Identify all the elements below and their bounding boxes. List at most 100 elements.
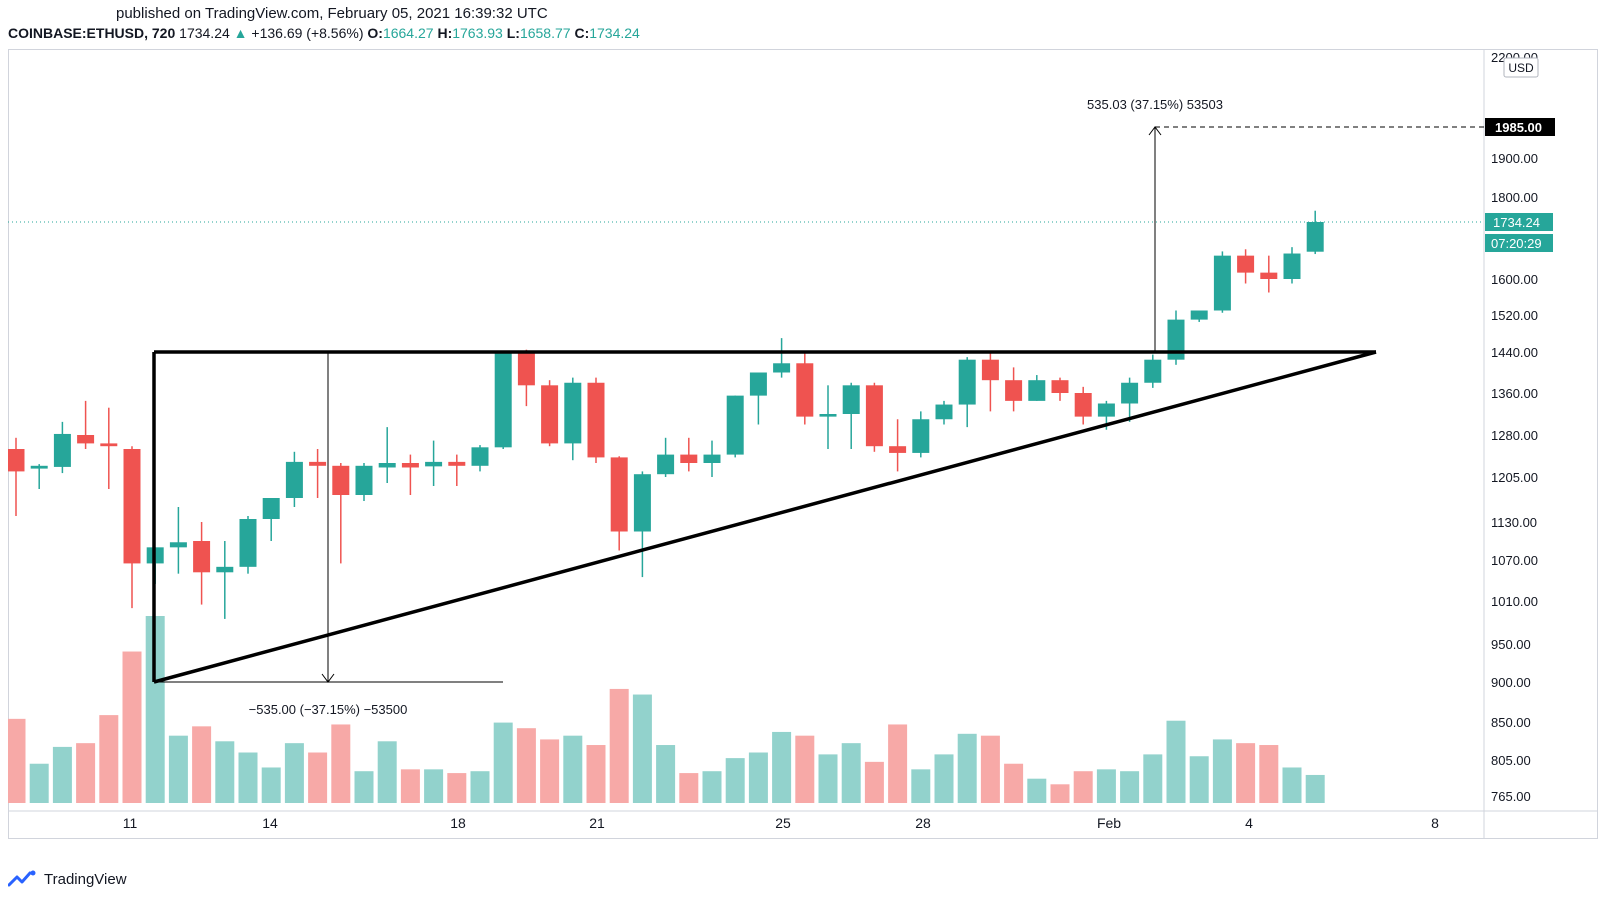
- candle-body: [819, 414, 837, 417]
- candle-body: [7, 449, 25, 472]
- candle-body: [378, 463, 396, 468]
- candle-body: [610, 457, 628, 532]
- volume-bar: [354, 771, 374, 803]
- price-tick-label: 1600.00: [1491, 272, 1538, 287]
- volume-bar: [725, 758, 745, 803]
- currency-label: USD: [1508, 61, 1534, 75]
- last-price-tag: 1734.24: [1493, 215, 1540, 230]
- candle-body: [657, 454, 675, 475]
- candle-body: [1028, 380, 1046, 401]
- candle-body: [633, 474, 651, 532]
- volume-bar: [261, 767, 281, 803]
- candle-body: [981, 359, 999, 381]
- support-trendline: [153, 350, 1377, 684]
- volume-bar: [424, 769, 444, 803]
- volume-bar: [168, 735, 188, 803]
- price-tick-label: 900.00: [1491, 675, 1531, 690]
- volume-bar: [911, 769, 931, 803]
- candle-body: [1005, 380, 1023, 401]
- price-tick-label: 1800.00: [1491, 190, 1538, 205]
- candle-body: [1237, 255, 1255, 273]
- currency-badge[interactable]: [1503, 57, 1539, 78]
- candle-body: [1283, 253, 1301, 279]
- symbol-header: COINBASE:ETHUSD, 720 1734.24 ▲ +136.69 (…: [8, 25, 640, 41]
- time-axis[interactable]: 11 14 18 21 25 28 Feb 4 8: [123, 815, 1439, 831]
- volume-bar: [679, 773, 699, 803]
- candle-body: [332, 465, 350, 495]
- candle-body: [471, 447, 489, 466]
- volume-bar: [1027, 778, 1047, 803]
- last-price: 1734.24: [179, 25, 230, 41]
- candle-body: [703, 454, 721, 463]
- candle-body: [309, 461, 327, 466]
- candle-body: [285, 461, 303, 498]
- price-axis[interactable]: 2200.001900.001800.001600.001520.001440.…: [1485, 50, 1555, 804]
- target-price-label: 1985.00: [1495, 120, 1542, 135]
- close-label: C:: [574, 25, 590, 41]
- candle-body: [239, 519, 257, 567]
- candle-body: [680, 454, 698, 463]
- open-value: 1664.27: [382, 25, 434, 41]
- volume-bar: [122, 651, 142, 803]
- low-label: L:: [506, 25, 520, 41]
- candle-body: [958, 359, 976, 405]
- volume-bar: [1189, 756, 1209, 803]
- price-tick-label: 1900.00: [1491, 151, 1538, 166]
- price-tick-label: 1130.00: [1491, 515, 1537, 530]
- brand-name: TradingView: [44, 870, 127, 888]
- lower-measure-label: −535.00 (−37.15%) −53500: [249, 702, 408, 717]
- symbol-name[interactable]: COINBASE:ETHUSD, 720: [8, 25, 176, 41]
- time-tick-label: 28: [915, 815, 931, 831]
- volume-bar: [1120, 771, 1140, 803]
- volume-bar: [540, 739, 560, 803]
- candle-body: [1213, 255, 1231, 311]
- candle-body: [773, 363, 791, 373]
- volume-bar: [6, 718, 26, 803]
- price-tick-label: 1520.00: [1491, 308, 1538, 323]
- price-tick-label: 1360.00: [1491, 386, 1538, 401]
- volume-bar: [99, 715, 119, 803]
- candle-body: [401, 463, 419, 468]
- upper-measure-label: 535.03 (37.15%) 53503: [1087, 97, 1223, 112]
- time-tick-label: 8: [1431, 815, 1439, 831]
- volume-bar: [1166, 720, 1186, 803]
- volume-bar: [331, 724, 351, 803]
- volume-bar: [841, 743, 861, 803]
- price-tick-label: 1280.00: [1491, 428, 1538, 443]
- open-label: O:: [367, 25, 383, 41]
- volume-bar: [284, 743, 304, 803]
- volume-bar: [888, 724, 908, 803]
- price-chart[interactable]: −535.00 (−37.15%) −53500 535.03 (37.15%) …: [6, 49, 1598, 839]
- low-value: 1658.77: [519, 25, 571, 41]
- high-value: 1763.93: [452, 25, 503, 41]
- candle-body: [912, 419, 930, 453]
- volume-bar: [377, 741, 397, 803]
- candle-body: [448, 461, 466, 466]
- candle-body: [494, 352, 512, 448]
- candle-body: [262, 498, 280, 519]
- high-label: H:: [437, 25, 453, 41]
- price-tick-label: 765.00: [1491, 789, 1531, 804]
- time-tick-label: 21: [589, 815, 605, 831]
- volume-bar: [702, 771, 722, 803]
- price-tick-label: 1070.00: [1491, 553, 1538, 568]
- volume-bar: [1305, 774, 1325, 803]
- chart-area[interactable]: −535.00 (−37.15%) −53500 535.03 (37.15%) …: [6, 49, 1598, 839]
- candle-body: [865, 385, 883, 447]
- volume-bar: [748, 752, 768, 803]
- volume-bar: [1143, 754, 1163, 803]
- candle-body: [77, 435, 95, 444]
- down-arrow-icon: [321, 673, 335, 683]
- candle-body: [541, 385, 559, 444]
- candle-body: [564, 382, 582, 444]
- price-tick-label: 1440.00: [1491, 345, 1538, 360]
- volume-bar: [52, 746, 72, 803]
- volume-bar: [632, 694, 652, 803]
- volume-bar: [1236, 743, 1256, 803]
- candle-body: [842, 385, 860, 414]
- tradingview-logo[interactable]: TradingView: [8, 870, 127, 888]
- volume-bar: [215, 741, 235, 803]
- time-tick-label: 4: [1245, 815, 1253, 831]
- candle-body: [1097, 403, 1115, 417]
- countdown-label: 07:20:29: [1491, 236, 1542, 251]
